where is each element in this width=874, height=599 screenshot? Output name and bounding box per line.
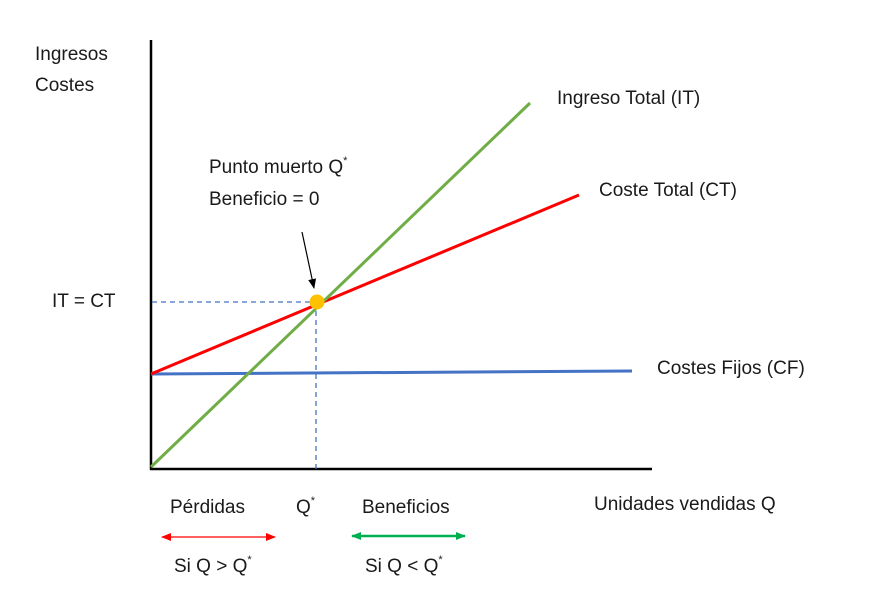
y-tick-it-equals-ct: IT = CT bbox=[52, 291, 116, 312]
profits-condition: Si Q < Q* bbox=[365, 554, 443, 577]
profits-condition-sup: * bbox=[438, 554, 443, 566]
break-even-title-text: Punto muerto Q bbox=[209, 157, 343, 178]
total-revenue-line bbox=[149, 101, 532, 469]
break-even-pointer-arrow bbox=[301, 231, 317, 289]
break-even-title-sup: * bbox=[343, 155, 348, 167]
profits-condition-text: Si Q < Q bbox=[365, 556, 438, 577]
break-even-profit-zero: Beneficio = 0 bbox=[209, 189, 319, 210]
break-even-title: Punto muerto Q* bbox=[209, 155, 348, 178]
fixed-costs-label: Costes Fijos (CF) bbox=[657, 358, 805, 379]
losses-condition-sup: * bbox=[247, 554, 252, 566]
x-tick-q-star: Q* bbox=[296, 495, 316, 518]
losses-condition-text: Si Q > Q bbox=[174, 556, 247, 577]
total-revenue-label: Ingreso Total (IT) bbox=[557, 88, 700, 109]
break-even-point bbox=[309, 294, 325, 310]
losses-label: Pérdidas bbox=[170, 497, 245, 518]
y-axis-label-line1: Ingresos bbox=[35, 44, 108, 65]
x-tick-q-sup: * bbox=[311, 495, 316, 507]
profits-label: Beneficios bbox=[362, 497, 450, 518]
x-tick-q-text: Q bbox=[296, 497, 311, 518]
fixed-costs-line bbox=[150, 369, 633, 376]
total-cost-line bbox=[150, 193, 580, 376]
y-axis-label-line2: Costes bbox=[35, 75, 94, 96]
total-cost-label: Coste Total (CT) bbox=[599, 180, 737, 201]
x-axis-label: Unidades vendidas Q bbox=[594, 494, 776, 515]
losses-condition: Si Q > Q* bbox=[174, 554, 252, 577]
